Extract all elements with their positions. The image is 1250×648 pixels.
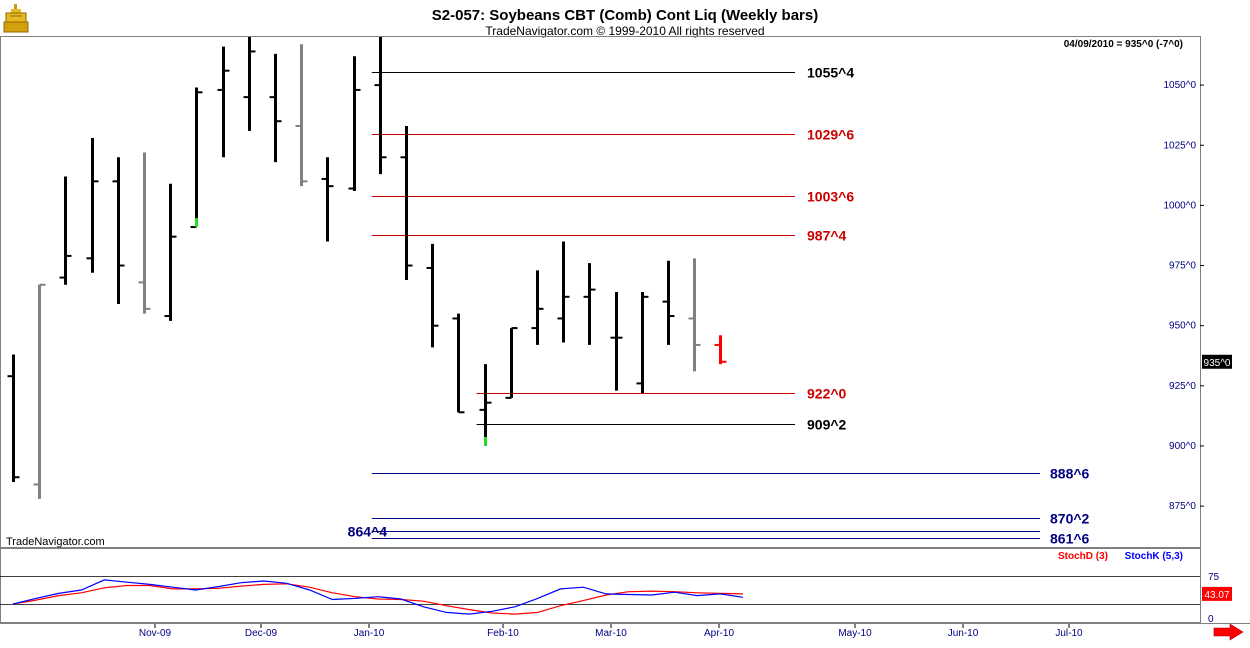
price-bars [7, 37, 727, 499]
price-bar [7, 354, 20, 483]
price-bar [217, 46, 230, 158]
price-bar [295, 44, 308, 187]
support-resistance-levels: 1055^4 1029^6 1003^6 987^4 922^0 909^2 888^6 87… [348, 65, 1090, 547]
price-bar [583, 263, 596, 345]
price-bar [531, 270, 544, 345]
time-tick-label: Mar-10 [595, 628, 627, 639]
price-tick-label: 925^0 [1169, 381, 1196, 392]
current-price-tag: 935^0 [1202, 354, 1232, 369]
price-bar [400, 126, 413, 280]
price-bar [190, 87, 203, 229]
trade-navigator-logo-icon [3, 4, 29, 33]
level-label: 1029^6 [807, 127, 854, 143]
price-bar [610, 292, 623, 391]
price-axis: 1050^0 1025^0 1000^0 975^0 950^0 925^0 900^0 87… [1164, 80, 1204, 512]
time-tick-label: Jul-10 [1055, 628, 1083, 639]
price-bar [269, 53, 282, 163]
price-bar [505, 327, 518, 399]
level-label: 870^2 [1050, 511, 1090, 527]
time-tick-label: Feb-10 [487, 628, 519, 639]
legend-stochk: StochK (5,3) [1125, 551, 1183, 562]
stochastic-panel-frame [0, 548, 1201, 623]
scroll-right-arrow-icon[interactable] [1213, 623, 1244, 641]
price-panel-frame [0, 36, 1201, 548]
price-bar [374, 37, 387, 175]
stochastic-axis: 75 0 [0, 572, 1220, 625]
level-label: 864^4 [348, 524, 388, 540]
chart-title: S2-057: Soybeans CBT (Comb) Cont Liq (We… [432, 7, 818, 24]
price-bar [112, 157, 125, 305]
last-price-info: 04/09/2010 = 935^0 (-7^0) [1064, 39, 1183, 50]
price-bar [452, 313, 465, 414]
stochastic-tick-label: 75 [1208, 572, 1220, 583]
chart-copyright: TradeNavigator.com © 1999-2010 All right… [485, 24, 764, 38]
stochk-line [12, 579, 744, 615]
legend-stochd: StochD (3) [1058, 551, 1108, 562]
level-label: 909^2 [807, 417, 847, 433]
price-tick-label: 900^0 [1169, 441, 1196, 452]
current-price-tag-label: 935^0 [1204, 358, 1231, 369]
price-bar [557, 241, 570, 343]
time-axis: Nov-09 Dec-09 Jan-10 Feb-10 Mar-10 Apr-10 May-… [139, 624, 1083, 639]
stochastic-value-tag-box [1202, 586, 1232, 601]
price-tick-label: 950^0 [1169, 321, 1196, 332]
price-bar [426, 243, 439, 348]
price-bar [59, 176, 72, 285]
time-tick-label: Jan-10 [354, 628, 385, 639]
price-bar [243, 37, 256, 131]
stochd-line [12, 583, 744, 615]
level-label: 1003^6 [807, 189, 854, 205]
price-bar [164, 183, 177, 321]
price-tick-label: 1000^0 [1164, 200, 1197, 211]
price-bar [348, 56, 361, 191]
level-label: 987^4 [807, 228, 847, 244]
level-label: 1055^4 [807, 65, 854, 81]
level-label: 861^6 [1050, 531, 1090, 547]
stochastic-value-tag-label: 43.07 [1204, 590, 1229, 601]
time-tick-label: May-10 [838, 628, 872, 639]
price-tick-label: 975^0 [1169, 261, 1196, 272]
price-tick-label: 1050^0 [1164, 80, 1197, 91]
price-tick-label: 1025^0 [1164, 140, 1197, 151]
stochastic-tick-label: 0 [1208, 614, 1214, 625]
watermark-text: TradeNavigator.com [6, 536, 105, 548]
time-tick-label: Nov-09 [139, 628, 172, 639]
price-bar [321, 157, 334, 242]
price-bar [662, 260, 675, 345]
price-bar [33, 283, 46, 499]
price-bar [86, 138, 99, 273]
time-tick-label: Apr-10 [704, 628, 734, 639]
level-label: 922^0 [807, 386, 847, 402]
price-bar [688, 258, 701, 372]
price-tick-label: 875^0 [1169, 501, 1196, 512]
level-label: 888^6 [1050, 466, 1090, 482]
time-tick-label: Jun-10 [948, 628, 979, 639]
price-bar [138, 152, 151, 314]
price-bar [714, 335, 727, 365]
stochastic-value-tag: 43.07 [1202, 586, 1232, 601]
price-bar [636, 292, 649, 394]
price-bar [479, 364, 492, 446]
current-price-tag-box [1202, 354, 1232, 369]
time-tick-label: Dec-09 [245, 628, 278, 639]
stochastic-lines [12, 579, 744, 615]
